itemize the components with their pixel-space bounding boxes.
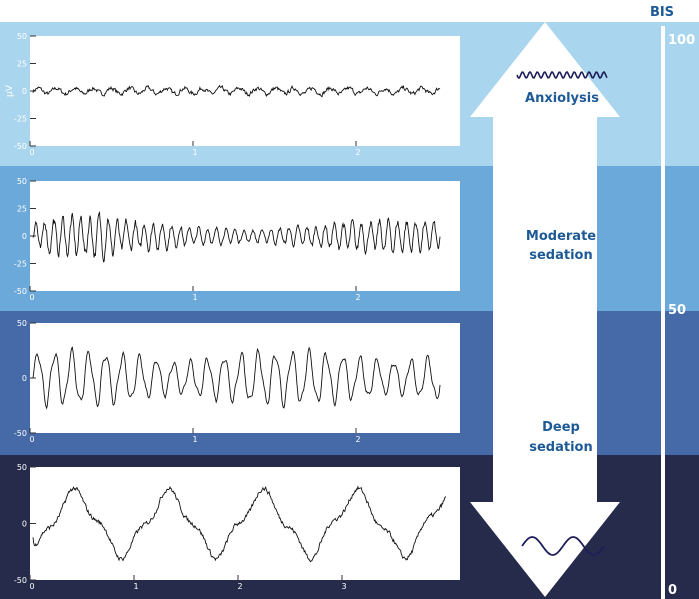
x-tick-label: 0 (29, 582, 34, 591)
y-tick-label: 25 (17, 60, 27, 69)
y-tick-label: 50 (17, 319, 27, 328)
bis-scale-title: BIS (650, 5, 674, 20)
double-arrow (470, 22, 620, 597)
x-tick-label: 2 (355, 293, 360, 302)
y-tick-label: 0 (22, 374, 27, 383)
bis-label-50: 50 (668, 303, 686, 318)
y-tick-label: -25 (14, 260, 27, 269)
y-tick-label: -50 (14, 287, 27, 296)
state-moderate-line2: sedation (529, 248, 593, 263)
state-moderate-line1: Moderate (526, 229, 596, 244)
eeg-panel-background (30, 467, 460, 580)
x-tick-label: 1 (192, 293, 197, 302)
x-tick-label: 0 (29, 293, 34, 302)
y-tick-label: 0 (22, 232, 27, 241)
eeg-trace (32, 485, 447, 563)
bis-label-0: 0 (668, 583, 677, 598)
y-tick-label: 0 (22, 520, 27, 529)
y-tick-label: -50 (14, 142, 27, 151)
x-tick-label: 0 (29, 435, 34, 444)
small-fast-wave-icon (516, 70, 608, 80)
y-tick-label: 0 (22, 87, 27, 96)
x-tick-label: 1 (192, 148, 197, 157)
eeg-trace (32, 346, 441, 410)
y-tick-label: -50 (14, 429, 27, 438)
x-tick-label: 3 (341, 582, 346, 591)
y-tick-label: -25 (14, 115, 27, 124)
state-deep-line2: sedation (529, 440, 593, 455)
y-tick-label: -50 (14, 576, 27, 585)
state-anxiolysis: Anxiolysis (525, 91, 599, 106)
x-tick-label: 2 (355, 435, 360, 444)
slow-wave-icon (521, 536, 605, 556)
y-axis-label: μV (5, 84, 15, 97)
eeg-panel-3: 500-500 1 2 (14, 319, 460, 444)
state-deep-line1: Deep (542, 420, 580, 435)
eeg-trace (32, 210, 441, 263)
y-tick-label: 50 (17, 32, 27, 41)
eeg-panel-4: 500-500 1 2 3 (14, 463, 460, 591)
x-tick-label: 1 (133, 582, 138, 591)
x-tick-label: 1 (192, 435, 197, 444)
eeg-trace (32, 84, 441, 98)
x-tick-label: 2 (237, 582, 242, 591)
x-tick-label: 2 (355, 148, 360, 157)
y-tick-label: 50 (17, 463, 27, 472)
x-tick-label: 0 (29, 148, 34, 157)
bis-label-100: 100 (668, 33, 695, 48)
y-tick-label: 50 (17, 177, 27, 186)
y-tick-label: 25 (17, 205, 27, 214)
